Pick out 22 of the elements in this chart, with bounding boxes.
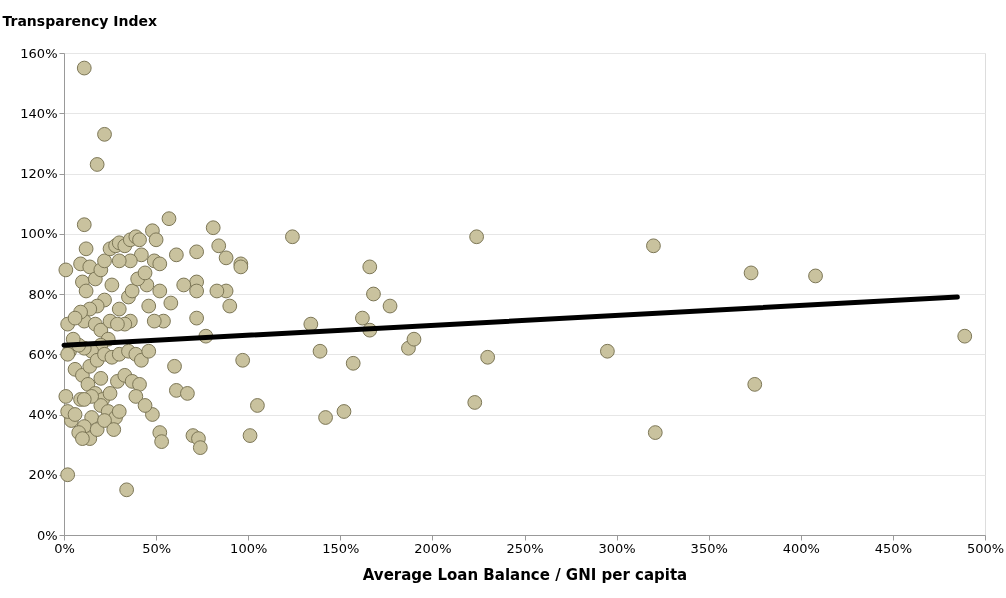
x-tick-label: 450% <box>874 540 912 556</box>
y-tick-label: 60% <box>28 346 58 362</box>
y-tick-label: 160% <box>20 45 58 61</box>
x-axis-title: Average Loan Balance / GNI per capita <box>362 565 688 584</box>
y-tick-label: 140% <box>20 105 58 121</box>
x-tick-label: 250% <box>506 540 544 556</box>
x-tick-label: 0% <box>54 540 75 556</box>
x-tick-label: 100% <box>230 540 268 556</box>
x-tick-label: 400% <box>782 540 820 556</box>
x-tick-label: 150% <box>322 540 360 556</box>
y-tick-label: 80% <box>28 286 58 302</box>
x-tick-label: 200% <box>414 540 452 556</box>
y-tick-label: 20% <box>28 467 58 483</box>
x-tick-label: 50% <box>142 540 172 556</box>
y-tick-label: 40% <box>28 407 58 422</box>
x-tick-label: 500% <box>966 540 1005 556</box>
y-axis-title: Transparency Index <box>2 12 158 29</box>
y-tick-label: 120% <box>20 166 58 181</box>
x-tick-label: 350% <box>690 540 728 556</box>
y-tick-label: 0% <box>36 527 58 543</box>
x-tick-label: 300% <box>598 540 636 556</box>
y-tick-label: 100% <box>20 226 58 242</box>
